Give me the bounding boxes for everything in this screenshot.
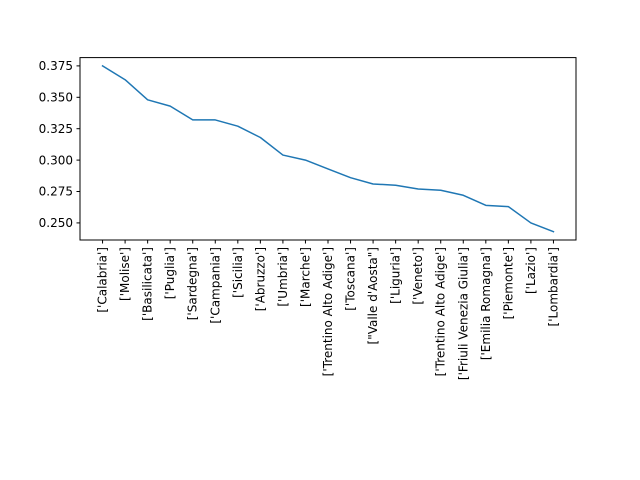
x-tick-label: ['Veneto']: [411, 247, 425, 305]
x-axis: ['Calabria'] ['Molise'] ['Basilicata'] ['Pu…: [96, 240, 560, 380]
y-tick-label: 0.325: [39, 122, 73, 136]
y-tick-label: 0.375: [39, 59, 73, 73]
y-tick-label: 0.250: [39, 216, 73, 230]
x-tick-label: ['Basilicata']: [141, 247, 155, 321]
x-tick-label: ['Toscana']: [344, 247, 358, 311]
plot-layer: [101, 64, 555, 233]
x-tick-label: ['Sardegna']: [186, 247, 200, 320]
x-tick-label: ['Trentino Alto Adige']: [321, 247, 335, 376]
x-tick-label: ['Piemonte']: [501, 247, 515, 319]
x-tick-label: ["Valle d'Aosta"]: [366, 247, 380, 344]
y-tick-label: 0.350: [39, 90, 73, 104]
x-tick-label: ['Sicilia']: [231, 247, 245, 298]
series-line: [101, 64, 555, 233]
x-tick-label: ['Puglia']: [163, 247, 177, 299]
x-tick-label: ['Marche']: [298, 247, 312, 307]
x-tick-label: ['Friuli Venezia Giulia']: [456, 247, 470, 380]
x-tick-label: ['Trentino Alto Adige']: [434, 247, 448, 376]
x-tick-label: ['Lazio']: [524, 247, 538, 294]
y-tick-label: 0.275: [39, 185, 73, 199]
x-tick-label: ['Lombardia']: [546, 247, 560, 326]
x-tick-label: ['Umbria']: [276, 247, 290, 307]
x-tick-label: ['Liguria']: [389, 247, 403, 304]
y-axis: 0.250 0.275 0.300 0.325 0.350 0.375: [39, 59, 80, 230]
x-tick-label: ['Emilia Romagna']: [479, 247, 493, 360]
y-tick-label: 0.300: [39, 153, 73, 167]
x-tick-label: ['Calabria']: [96, 247, 110, 313]
x-tick-label: ['Abruzzo']: [253, 247, 267, 311]
x-tick-label: ['Campania']: [208, 247, 222, 324]
x-tick-label: ['Molise']: [118, 247, 132, 301]
